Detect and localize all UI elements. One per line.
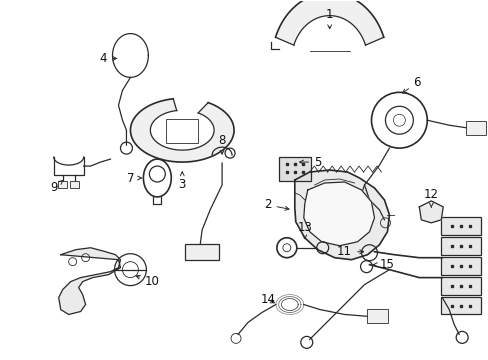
Text: 7: 7 [126,171,141,185]
Text: 12: 12 [423,188,438,207]
FancyBboxPatch shape [440,237,480,255]
Text: 11: 11 [336,245,363,258]
Text: 6: 6 [402,76,420,93]
Text: 15: 15 [373,258,394,271]
Polygon shape [294,170,388,260]
Polygon shape [419,201,442,223]
Polygon shape [130,99,234,162]
FancyBboxPatch shape [58,181,67,189]
Polygon shape [59,248,120,315]
Polygon shape [275,0,383,45]
FancyBboxPatch shape [440,217,480,235]
FancyBboxPatch shape [185,244,219,260]
FancyBboxPatch shape [278,157,310,181]
Polygon shape [303,182,374,246]
FancyBboxPatch shape [440,257,480,275]
Text: 13: 13 [297,221,311,239]
Text: 14: 14 [260,293,275,306]
Text: 5: 5 [299,156,321,168]
Text: 10: 10 [136,275,160,288]
Text: 3: 3 [178,172,185,192]
Text: 1: 1 [325,8,333,29]
FancyBboxPatch shape [440,297,480,315]
Text: 2: 2 [264,198,288,211]
FancyBboxPatch shape [366,310,387,323]
Text: 8: 8 [218,134,225,154]
Text: 9: 9 [50,180,62,194]
FancyBboxPatch shape [70,181,79,189]
Text: 4: 4 [100,52,116,65]
FancyBboxPatch shape [440,276,480,294]
FancyBboxPatch shape [333,219,354,230]
FancyBboxPatch shape [465,121,485,135]
